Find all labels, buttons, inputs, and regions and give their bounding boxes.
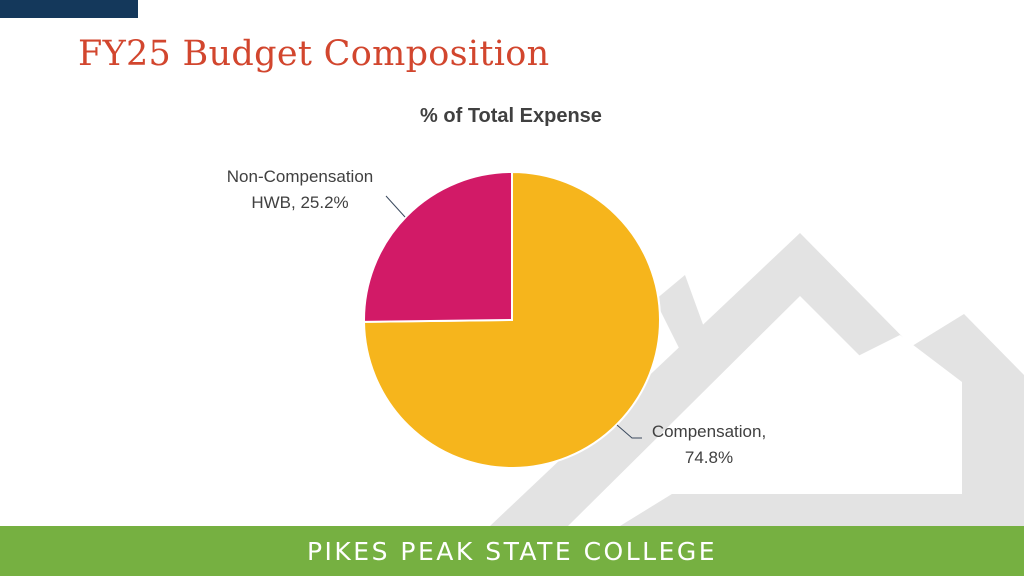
chart-title: % of Total Expense bbox=[420, 105, 602, 127]
footer-bar: PIKES PEAK STATE COLLEGE bbox=[0, 526, 1024, 576]
data-label: HWB, 25.2% bbox=[251, 193, 348, 212]
top-accent-bar bbox=[0, 0, 138, 18]
data-label: Compensation, bbox=[652, 422, 766, 441]
data-label: 74.8% bbox=[685, 448, 733, 467]
leader-line bbox=[385, 195, 406, 218]
pie-slice-non-compensation-hwb bbox=[363, 170, 513, 323]
data-label: Non-Compensation bbox=[227, 167, 373, 186]
college-name: PIKES PEAK STATE COLLEGE bbox=[306, 536, 718, 566]
leader-line bbox=[616, 424, 642, 439]
pie-chart: % of Total Expense Compensation, 74.8% Non… bbox=[227, 105, 766, 469]
slide-title: FY25 Budget Composition bbox=[78, 34, 550, 74]
